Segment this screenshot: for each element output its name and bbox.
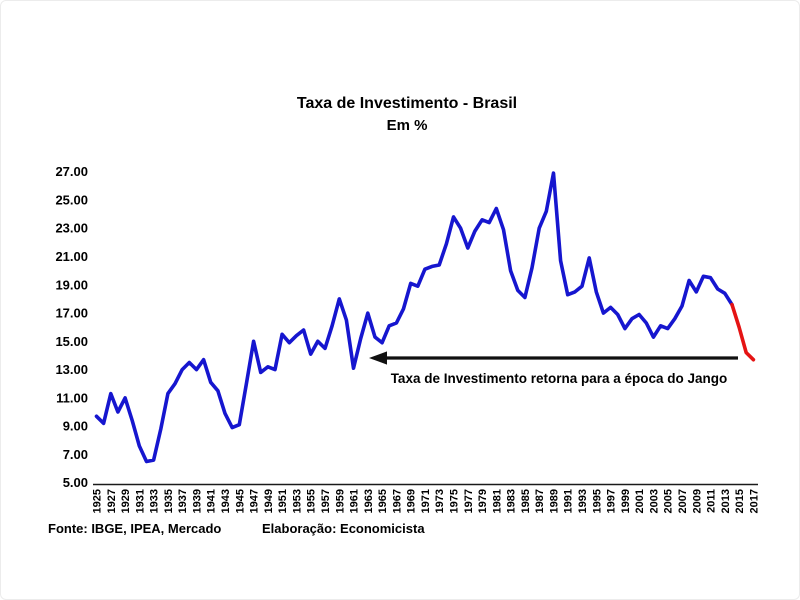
x-tick-label: 1933 — [149, 489, 161, 513]
x-tick-label: 1951 — [277, 489, 289, 513]
y-tick-label: 19.00 — [55, 277, 88, 292]
y-tick-label: 25.00 — [55, 192, 88, 207]
annotation-text: Taxa de Investimento retorna para a époc… — [391, 371, 728, 386]
x-tick-label: 1963 — [363, 489, 375, 513]
y-tick-label: 21.00 — [55, 249, 88, 264]
y-tick-label: 9.00 — [63, 419, 88, 434]
x-tick-label: 2015 — [734, 489, 746, 513]
x-tick-label: 2013 — [720, 489, 732, 513]
footer-source: Fonte: IBGE, IPEA, Mercado — [48, 521, 221, 536]
x-tick-label: 1927 — [106, 489, 118, 513]
x-tick-label: 1983 — [506, 489, 518, 513]
investment-rate-line — [94, 171, 734, 464]
x-tick-label: 1991 — [563, 489, 575, 513]
x-tick-label: 2003 — [648, 489, 660, 513]
y-tick-label: 7.00 — [63, 447, 88, 462]
x-tick-label: 1977 — [463, 489, 475, 513]
x-tick-label: 2011 — [706, 489, 718, 513]
x-tick-label: 1975 — [449, 489, 461, 513]
x-tick-label: 2009 — [691, 489, 703, 513]
y-tick-label: 15.00 — [55, 334, 88, 349]
x-tick-label: 1971 — [420, 489, 432, 513]
x-tick-label: 1981 — [491, 489, 503, 513]
x-tick-label: 1955 — [306, 489, 318, 513]
annotation-arrow-head-icon — [369, 351, 387, 365]
x-tick-label: 1943 — [220, 489, 232, 513]
chart-title: Taxa de Investimento - Brasil — [297, 95, 517, 112]
x-tick-label: 1965 — [377, 489, 389, 513]
footer-elaboration: Elaboração: Economicista — [262, 521, 425, 536]
y-axis-labels: 27.00 25.00 23.00 21.00 19.00 17.00 15.00 13.00… — [55, 164, 88, 490]
x-tick-label: 1957 — [320, 489, 332, 513]
y-tick-label: 23.00 — [55, 221, 88, 236]
x-tick-label: 1949 — [263, 489, 275, 513]
x-tick-label: 1979 — [477, 489, 489, 513]
y-tick-label: 11.00 — [56, 390, 88, 405]
x-tick-label: 1973 — [434, 489, 446, 513]
x-tick-label: 1925 — [92, 489, 104, 513]
y-tick-label: 13.00 — [55, 362, 88, 377]
x-tick-label: 1929 — [120, 489, 132, 513]
x-axis-labels: 1925 1927 1929 1931 1933 1935 1937 1939 1941 1943… — [92, 489, 761, 513]
x-tick-label: 1999 — [620, 489, 632, 513]
x-tick-label: 1993 — [577, 489, 589, 513]
x-tick-label: 1995 — [591, 489, 603, 513]
y-tick-label: 27.00 — [55, 164, 88, 179]
x-tick-label: 1947 — [249, 489, 261, 513]
x-tick-label: 1961 — [349, 489, 361, 513]
y-tick-label: 5.00 — [63, 475, 88, 490]
chart-subtitle: Em % — [387, 117, 428, 134]
x-tick-label: 2001 — [634, 489, 646, 513]
x-tick-label: 1985 — [520, 489, 532, 513]
annotation-arrow — [369, 351, 738, 365]
x-tick-label: 1931 — [134, 489, 146, 513]
x-tick-label: 1989 — [548, 489, 560, 513]
investment-rate-highlight-line — [730, 302, 756, 362]
x-tick-label: 1969 — [406, 489, 418, 513]
x-tick-label: 1941 — [206, 489, 218, 513]
x-tick-label: 1967 — [391, 489, 403, 513]
x-tick-label: 1953 — [291, 489, 303, 513]
x-tick-label: 1987 — [534, 489, 546, 513]
x-tick-label: 1945 — [234, 489, 246, 513]
x-tick-label: 1935 — [163, 489, 175, 513]
x-tick-label: 2007 — [677, 489, 689, 513]
x-tick-label: 1997 — [606, 489, 618, 513]
x-tick-label: 2005 — [663, 489, 675, 513]
x-tick-label: 2017 — [748, 489, 760, 513]
x-tick-label: 1939 — [191, 489, 203, 513]
x-tick-label: 1959 — [334, 489, 346, 513]
x-tick-label: 1937 — [177, 489, 189, 513]
y-tick-label: 17.00 — [55, 306, 88, 321]
